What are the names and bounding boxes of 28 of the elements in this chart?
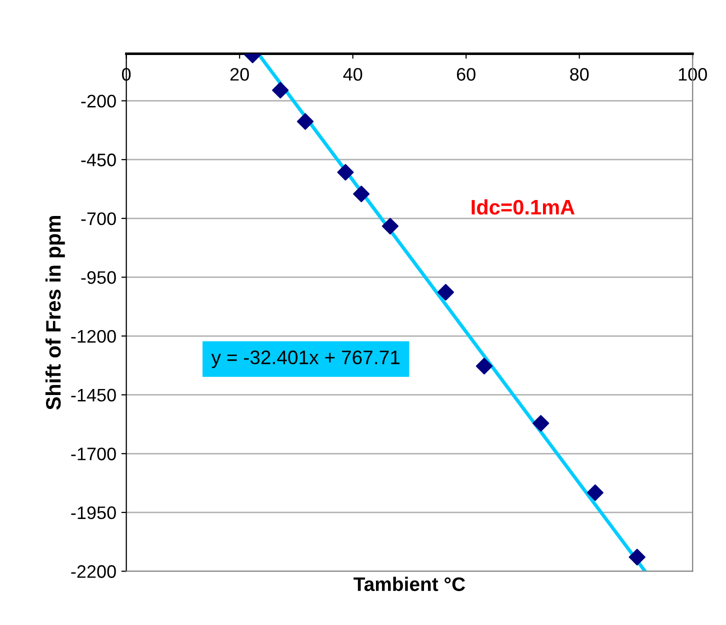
y-tick-label: -1700 bbox=[71, 448, 116, 460]
point bbox=[296, 113, 314, 130]
x-tick-label: 40 bbox=[343, 68, 362, 81]
y-tick-label: -1200 bbox=[71, 330, 116, 343]
y-tick-label: -950 bbox=[81, 271, 116, 284]
x-axis-title: Tambient °C bbox=[354, 576, 466, 592]
y-tick-label: -2200 bbox=[71, 565, 116, 578]
annotation: Idc=0.1mA bbox=[472, 199, 575, 215]
point bbox=[476, 358, 493, 374]
point bbox=[586, 484, 604, 501]
y-tick-label: -450 bbox=[81, 154, 116, 166]
point bbox=[353, 186, 370, 202]
point bbox=[437, 284, 454, 301]
point bbox=[628, 548, 646, 566]
x-tick-label: 60 bbox=[456, 68, 476, 81]
x-tick-label: 100 bbox=[678, 68, 707, 81]
point bbox=[532, 414, 550, 432]
y-tick-label: -1450 bbox=[71, 388, 116, 402]
y-axis-title: Shift of Fres in ppm bbox=[45, 216, 65, 410]
point bbox=[272, 82, 289, 99]
x-tick-label: 20 bbox=[230, 68, 249, 81]
x-tick-label: 80 bbox=[570, 68, 589, 81]
point bbox=[337, 164, 354, 181]
y-tick-label: -200 bbox=[81, 94, 116, 108]
y-tick-label: -1950 bbox=[71, 506, 116, 520]
point bbox=[382, 218, 399, 234]
annotation: y = -32.401x + 767.71 bbox=[211, 350, 400, 368]
y-tick-label: -700 bbox=[81, 212, 116, 226]
